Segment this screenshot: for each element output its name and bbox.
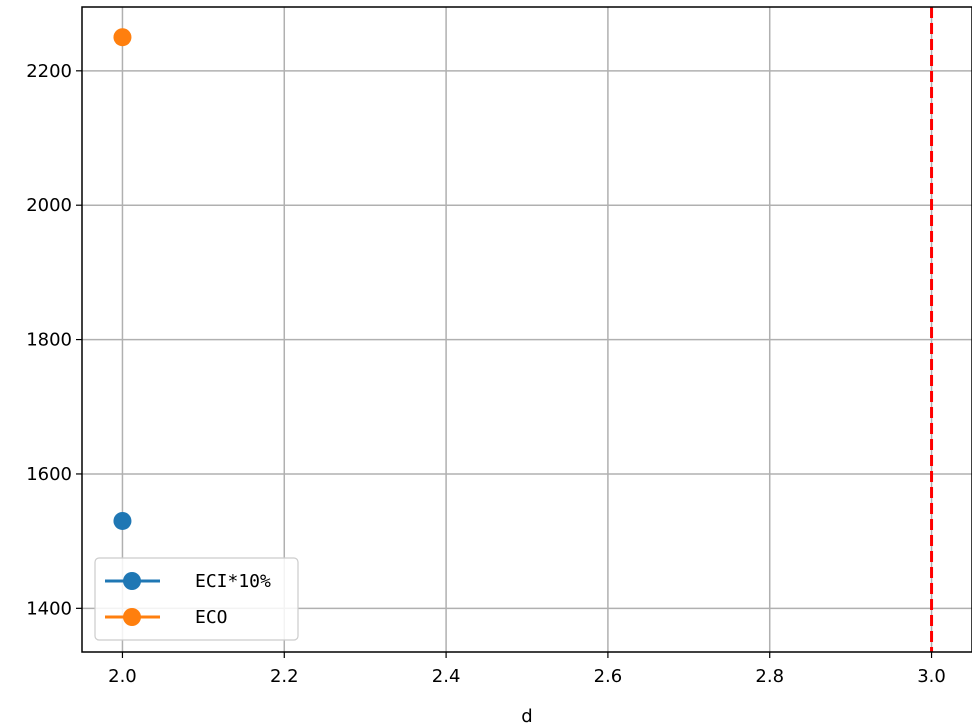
legend: ECI*10% ECO <box>94 557 299 641</box>
plot-frame <box>81 6 972 653</box>
x-axis-label: d <box>521 706 532 725</box>
x-tick-label: 3.0 <box>917 666 946 687</box>
legend-box <box>94 557 299 641</box>
legend-label: ECI*10% <box>195 571 271 592</box>
y-tick-label: 1600 <box>26 464 72 485</box>
x-axis-ticks: 2.0 2.2 2.4 2.6 2.8 3.0 <box>108 652 946 687</box>
y-axis-ticks: 1400 1600 1800 2000 2200 <box>26 61 82 619</box>
x-tick-label: 2.0 <box>108 666 137 687</box>
x-tick-label: 2.2 <box>270 666 299 687</box>
legend-marker <box>123 572 141 590</box>
legend-marker <box>123 608 141 626</box>
legend-label: ECO <box>195 607 228 628</box>
y-tick-label: 1800 <box>26 330 72 351</box>
y-tick-label: 2000 <box>26 195 72 216</box>
data-point <box>113 511 132 530</box>
y-tick-label: 1400 <box>26 598 72 619</box>
x-tick-label: 2.6 <box>594 666 623 687</box>
x-tick-label: 2.8 <box>755 666 784 687</box>
data-marks <box>113 28 132 530</box>
data-point <box>113 28 132 47</box>
x-tick-label: 2.4 <box>432 666 461 687</box>
grid <box>82 7 972 652</box>
y-tick-label: 2200 <box>26 61 72 82</box>
